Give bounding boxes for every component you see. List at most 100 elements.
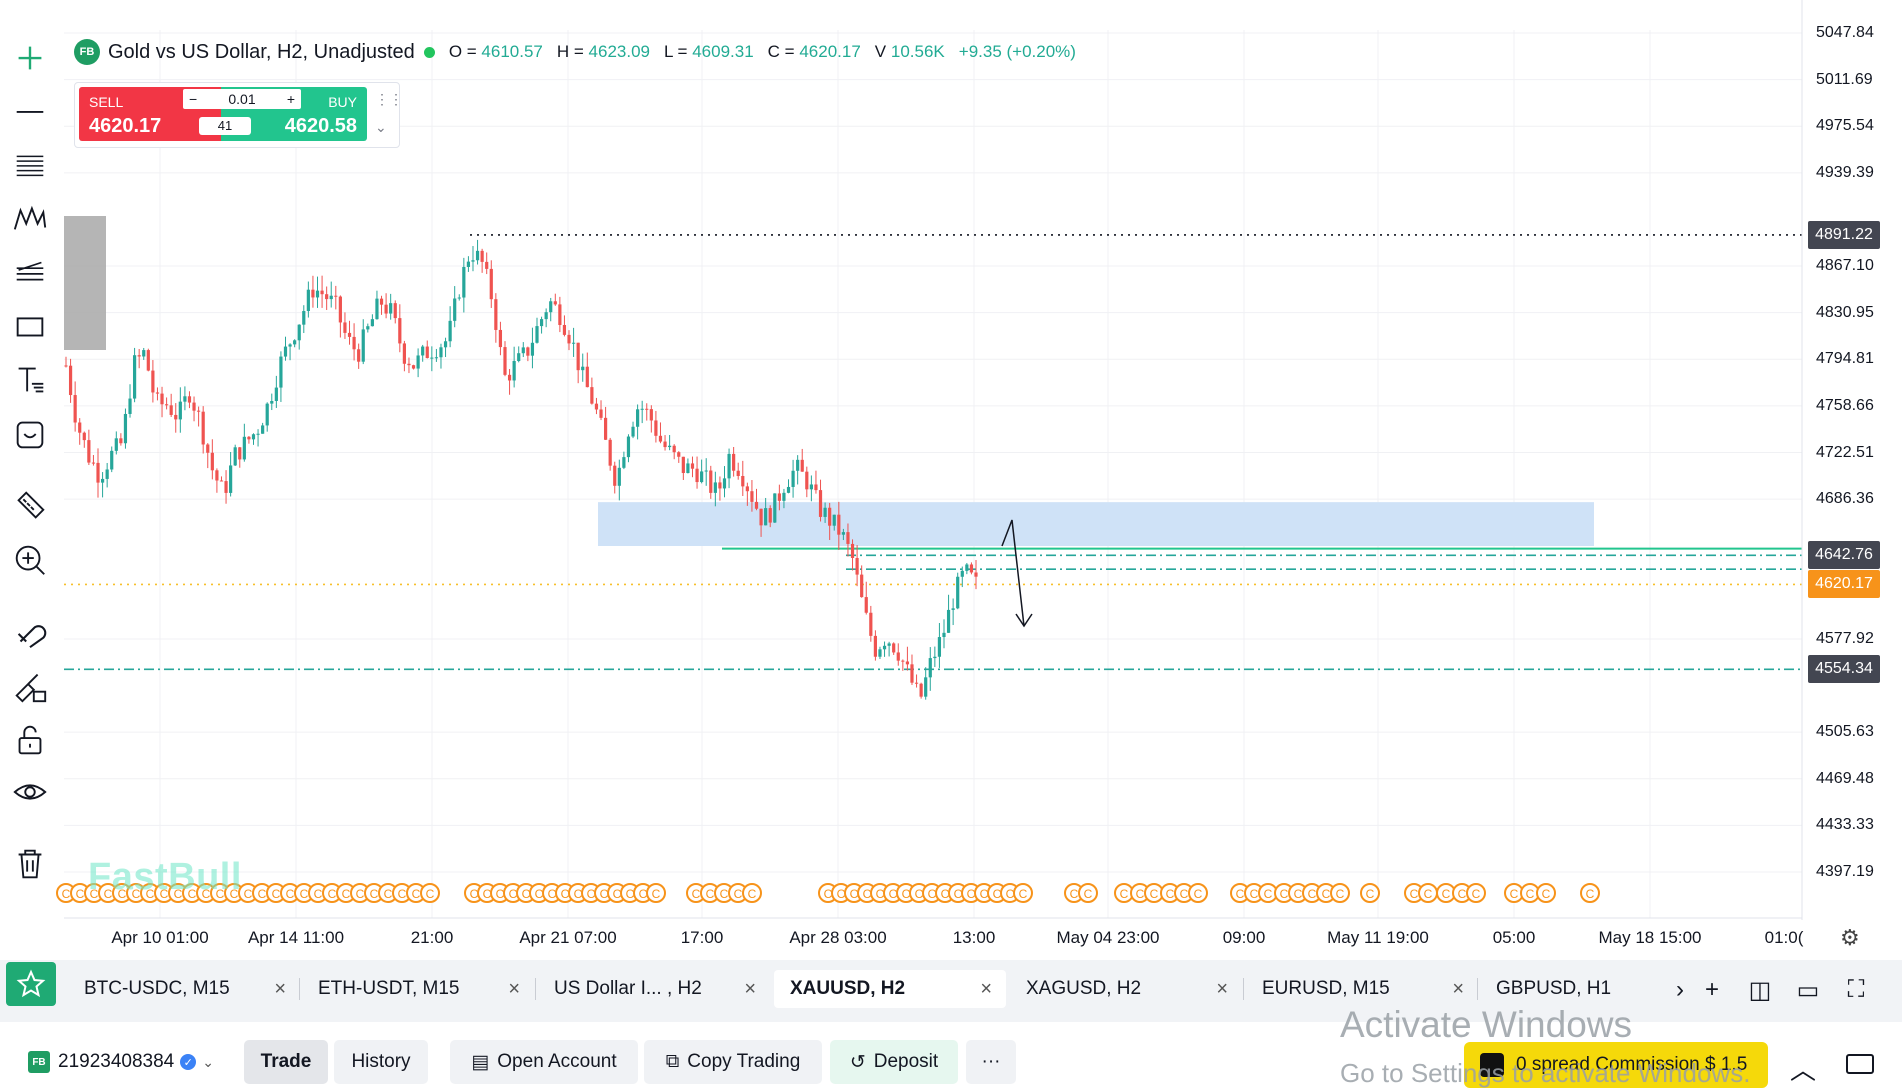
close-icon[interactable]: × — [274, 977, 286, 1000]
deposit-button[interactable]: ↺ Deposit — [830, 1040, 958, 1084]
arrow-drawing[interactable] — [1001, 519, 1033, 628]
tab-us-dollar-i-h2[interactable]: US Dollar I... , H2 × — [538, 970, 770, 1008]
close-icon[interactable]: × — [508, 977, 520, 1000]
candle — [928, 647, 932, 691]
quantity-stepper[interactable]: − 0.01 + — [183, 89, 301, 109]
candle — [398, 304, 402, 353]
symbol-title[interactable]: Gold vs US Dollar, H2, Unadjusted — [108, 40, 415, 63]
tab-btc-usdc-m15[interactable]: BTC-USDC, M15 × — [68, 970, 300, 1008]
tab-eurusd-m15[interactable]: EURUSD, M15 × — [1246, 970, 1478, 1008]
pattern-icon[interactable] — [8, 196, 52, 240]
candle — [439, 343, 443, 369]
qty-minus-button[interactable]: − — [189, 91, 198, 107]
candle — [498, 321, 503, 356]
qty-value[interactable]: 0.01 — [228, 91, 256, 107]
supply-zone-rect[interactable] — [598, 502, 1594, 547]
favorites-button[interactable] — [6, 962, 56, 1006]
window-icon[interactable]: ▭ — [1796, 976, 1820, 1004]
eye-icon[interactable] — [8, 770, 52, 814]
fib-icon[interactable] — [8, 142, 52, 186]
event-marker[interactable] — [1536, 883, 1556, 903]
zoom-in-icon[interactable] — [8, 538, 52, 582]
close-icon[interactable]: × — [1452, 977, 1464, 1000]
close-icon[interactable]: × — [1216, 977, 1228, 1000]
trade-button[interactable]: Trade — [244, 1040, 328, 1084]
layout-icon[interactable]: ◫ — [1748, 976, 1772, 1004]
event-marker[interactable] — [420, 883, 440, 903]
event-marker[interactable] — [1013, 883, 1033, 903]
gray-zone-rect[interactable] — [64, 216, 106, 350]
svg-text:C: C — [1120, 887, 1129, 901]
channel-icon[interactable] — [8, 250, 52, 294]
time-tick: 21:00 — [410, 928, 454, 947]
tab-gbpusd-h1[interactable]: GBPUSD, H1 — [1480, 970, 1670, 1008]
magnet-icon[interactable] — [8, 610, 52, 654]
event-marker[interactable] — [1466, 883, 1486, 903]
svg-text:C: C — [692, 887, 701, 901]
event-marker[interactable] — [646, 883, 666, 903]
event-marker[interactable] — [1188, 883, 1208, 903]
rectangle-icon[interactable] — [8, 304, 52, 348]
crosshair-icon[interactable] — [8, 36, 52, 80]
price-tick: 4686.36 — [1816, 490, 1874, 508]
candle — [512, 346, 516, 388]
drag-handle-icon[interactable]: ⋮⋮ — [375, 91, 403, 107]
text-icon[interactable] — [8, 358, 52, 402]
svg-text:C: C — [639, 887, 648, 901]
svg-text:C: C — [587, 887, 596, 901]
candle — [288, 343, 292, 361]
lock-icon[interactable] — [8, 718, 52, 762]
candle — [334, 285, 338, 310]
ruler-icon[interactable] — [8, 484, 52, 528]
close-icon[interactable]: × — [744, 977, 756, 1000]
svg-text:C: C — [160, 887, 169, 901]
add-tab-icon[interactable]: + — [1704, 976, 1719, 1003]
promo-banner[interactable]: 0 spread Commission $ 1.5 — [1464, 1042, 1768, 1088]
candle — [462, 257, 466, 313]
tab-xagusd-h2[interactable]: XAGUSD, H2 × — [1010, 970, 1242, 1008]
close-icon[interactable]: × — [980, 977, 992, 1000]
open-account-button[interactable]: ▤ Open Account — [450, 1040, 638, 1084]
tab-label: XAGUSD, H2 — [1026, 978, 1142, 999]
candle — [457, 294, 461, 301]
candle — [832, 514, 836, 531]
svg-text:C: C — [272, 887, 281, 901]
event-marker[interactable] — [1360, 883, 1380, 903]
event-marker[interactable] — [1330, 883, 1350, 903]
fullscreen-icon[interactable]: ⛶ — [1847, 976, 1865, 1003]
candle — [430, 346, 434, 372]
account-icon: ▤ — [471, 1051, 490, 1073]
candle — [78, 418, 82, 445]
candle — [535, 317, 539, 344]
event-marker[interactable] — [1580, 883, 1600, 903]
candle — [379, 295, 384, 315]
candle — [265, 402, 269, 432]
candle — [311, 275, 315, 308]
trend-line-icon[interactable] — [8, 88, 52, 132]
chevron-right-icon[interactable]: › — [1676, 976, 1684, 1003]
svg-text:C: C — [1236, 887, 1245, 901]
trash-icon[interactable] — [8, 842, 52, 886]
qty-plus-button[interactable]: + — [286, 91, 295, 107]
price-tag: 4554.34 — [1808, 655, 1880, 684]
candle — [517, 346, 521, 363]
svg-text:C: C — [1280, 887, 1289, 901]
copy-trading-button[interactable]: ⧉ Copy Trading — [644, 1040, 822, 1084]
chevron-down-icon[interactable]: ⌄ — [375, 119, 387, 135]
lock-drawings-icon[interactable] — [8, 664, 52, 708]
candle — [727, 448, 731, 489]
window-icon[interactable] — [1846, 1054, 1874, 1074]
event-marker[interactable] — [1078, 883, 1098, 903]
chevron-up-icon[interactable]: ︿ — [1790, 1055, 1817, 1085]
svg-text:C: C — [258, 887, 267, 901]
history-button[interactable]: History — [334, 1040, 428, 1084]
svg-text:C: C — [1336, 887, 1345, 901]
more-button[interactable]: ··· — [966, 1040, 1016, 1084]
tab-xauusd-h2[interactable]: XAUUSD, H2 × — [774, 970, 1006, 1008]
sticker-icon[interactable] — [8, 412, 52, 456]
gear-icon[interactable]: ⚙ — [1840, 925, 1860, 950]
tab-eth-usdt-m15[interactable]: ETH-USDT, M15 × — [302, 970, 534, 1008]
account-selector[interactable]: FB 21923408384 ✓ ⌄ — [12, 1040, 232, 1084]
event-marker[interactable] — [742, 883, 762, 903]
